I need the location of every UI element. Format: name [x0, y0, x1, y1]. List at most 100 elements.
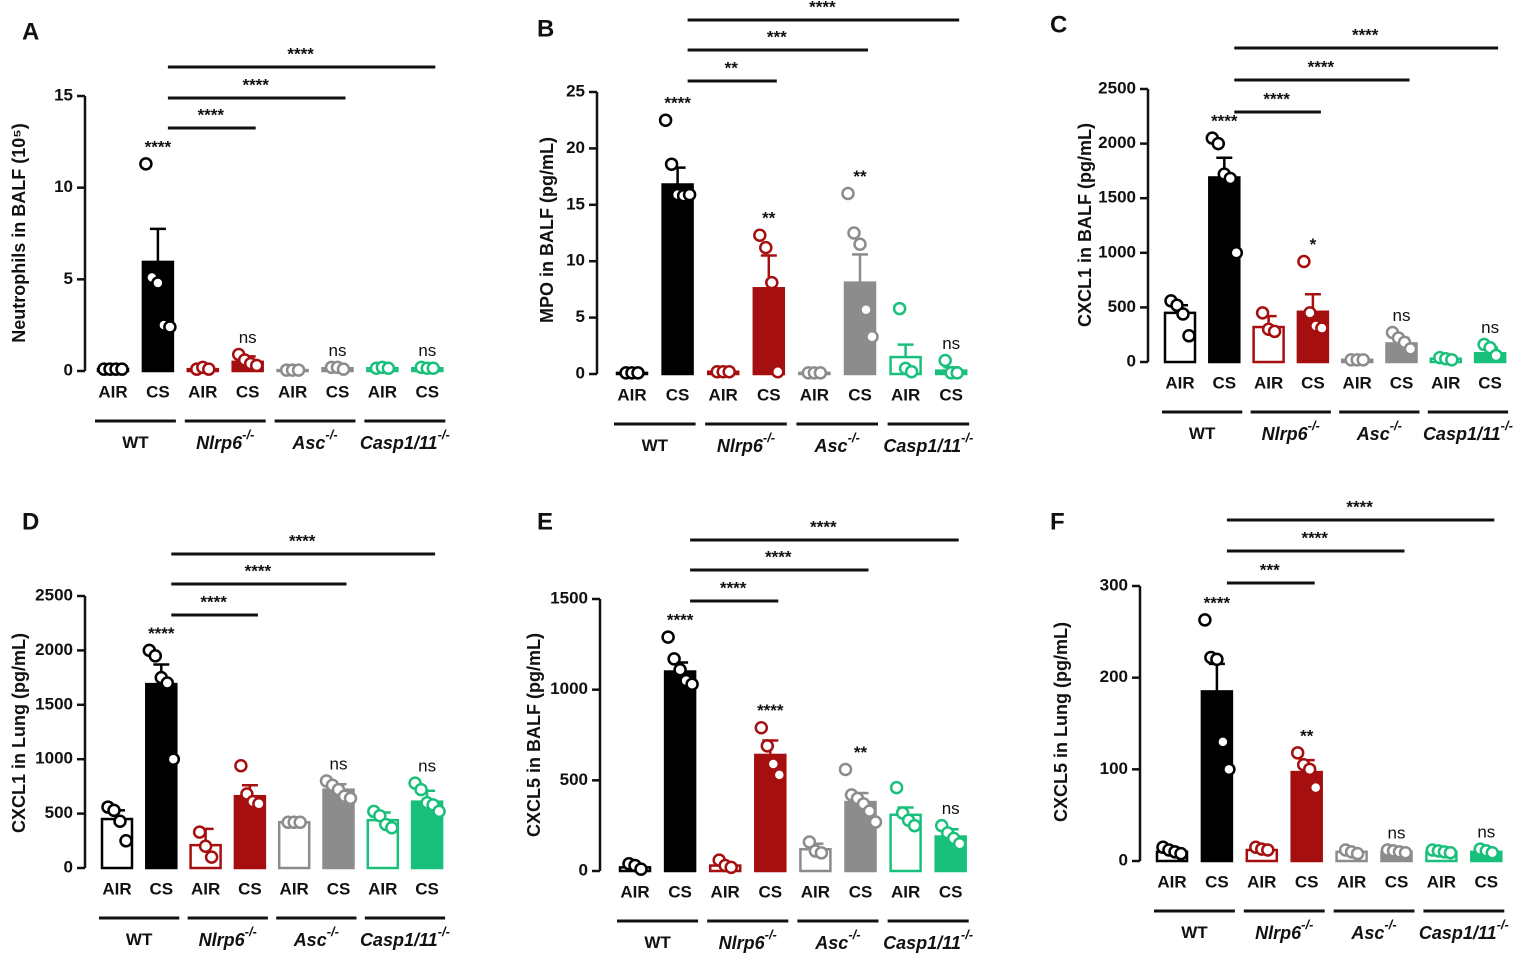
- data-point: [664, 157, 679, 171]
- x-tick-label: AIR: [891, 385, 920, 404]
- significance-label: ns: [329, 341, 347, 360]
- data-point: [838, 762, 853, 777]
- data-point: [1308, 780, 1323, 795]
- data-point: [658, 113, 673, 127]
- y-tick-label: 1000: [550, 679, 588, 698]
- group-sup: -/-: [848, 927, 860, 942]
- group-name: Casp1/11: [883, 933, 961, 953]
- group-label: Asc-/-: [293, 924, 339, 949]
- group-label: Casp1/11-/-: [360, 427, 450, 452]
- x-tick-label: CS: [1295, 872, 1319, 891]
- x-tick-label: AIR: [620, 882, 649, 901]
- significance-label: ****: [664, 94, 691, 113]
- data-point: [685, 677, 699, 691]
- comparison-label: ****: [287, 44, 314, 63]
- data-point: [862, 804, 877, 818]
- data-point: [661, 630, 675, 644]
- y-tick-label: 2000: [1098, 133, 1136, 152]
- group-sup: -/-: [1501, 418, 1513, 433]
- group-name: Asc: [1350, 923, 1384, 943]
- data-point: [336, 362, 351, 376]
- data-point: [760, 739, 775, 753]
- data-point: [1174, 846, 1188, 861]
- data-point: [753, 228, 767, 243]
- data-point: [1223, 171, 1238, 186]
- group-name: WT: [126, 930, 153, 949]
- group-label: WT: [1189, 424, 1216, 443]
- group-sup: -/-: [961, 927, 973, 942]
- data-point: [1489, 348, 1503, 363]
- data-point: [204, 850, 219, 864]
- group-label: WT: [122, 433, 149, 452]
- data-point: [853, 237, 867, 252]
- bar: [322, 788, 355, 870]
- data-point: [847, 226, 861, 240]
- x-tick-label: AIR: [280, 879, 309, 898]
- x-tick-label: CS: [1385, 872, 1409, 891]
- data-point: [293, 815, 307, 830]
- group-sup: -/-: [325, 427, 337, 442]
- data-point: [952, 837, 967, 851]
- x-tick-label: AIR: [1337, 872, 1366, 891]
- bar: [661, 183, 694, 376]
- group-name: Casp1/11: [1419, 923, 1497, 943]
- comparison-label: ****: [810, 517, 837, 536]
- comparison-label: ****: [200, 592, 227, 611]
- data-point: [938, 353, 952, 368]
- data-point: [1210, 652, 1224, 667]
- comparison-label: ****: [1308, 57, 1335, 76]
- comparison-label: ****: [1301, 528, 1328, 547]
- group-label: Nlrp6-/-: [719, 927, 777, 952]
- x-tick-label: CS: [666, 385, 690, 404]
- x-tick-label: AIR: [1247, 872, 1276, 891]
- y-tick-label: 25: [566, 81, 585, 100]
- comparison-label: ****: [720, 578, 747, 597]
- data-point: [724, 860, 738, 875]
- significance-label: ns: [1393, 306, 1411, 325]
- significance-label: **: [762, 209, 776, 228]
- group-label: Nlrp6-/-: [196, 427, 254, 452]
- comparison-label: ****: [245, 561, 272, 580]
- group-sup: -/-: [1497, 917, 1509, 932]
- data-point: [766, 757, 781, 771]
- x-tick-label: CS: [1390, 373, 1414, 392]
- bar: [663, 670, 697, 873]
- group-sup: -/-: [763, 430, 775, 445]
- x-tick-label: CS: [939, 385, 963, 404]
- data-point: [1303, 306, 1317, 320]
- group-label: Nlrp6-/-: [717, 430, 775, 455]
- data-point: [1302, 762, 1317, 777]
- comparison-label: ****: [809, 0, 836, 16]
- group-name: Casp1/11: [1423, 424, 1501, 444]
- y-tick-label: 100: [1100, 759, 1128, 778]
- group-name: WT: [644, 933, 671, 952]
- data-point: [381, 361, 396, 375]
- data-point: [722, 364, 736, 379]
- comparison-label: ***: [767, 27, 787, 46]
- data-point: [1403, 342, 1418, 356]
- significance-label: ****: [148, 624, 175, 643]
- x-tick-label: AIR: [1343, 373, 1372, 392]
- data-point: [859, 302, 873, 317]
- panel-label: C: [1050, 11, 1067, 38]
- significance-label: *: [1310, 235, 1317, 254]
- group-sup: -/-: [245, 924, 257, 939]
- data-point: [631, 366, 645, 380]
- data-point: [1398, 846, 1413, 860]
- significance-label: ****: [667, 611, 694, 630]
- y-tick-label: 1000: [35, 749, 73, 768]
- data-point: [426, 361, 441, 375]
- y-tick-label: 2500: [35, 585, 73, 604]
- x-tick-label: CS: [238, 879, 262, 898]
- x-tick-label: AIR: [368, 879, 397, 898]
- significance-label: ns: [1388, 823, 1406, 842]
- y-tick-label: 2500: [1098, 78, 1136, 97]
- group-sup: -/-: [1301, 917, 1313, 932]
- y-tick-label: 15: [54, 85, 73, 104]
- comparison-label: ****: [198, 105, 225, 124]
- data-point: [192, 825, 207, 839]
- y-tick-label: 1000: [1098, 242, 1136, 261]
- data-point: [1315, 321, 1329, 335]
- group-label: Casp1/11-/-: [360, 924, 450, 949]
- comparison-label: ****: [1352, 25, 1379, 44]
